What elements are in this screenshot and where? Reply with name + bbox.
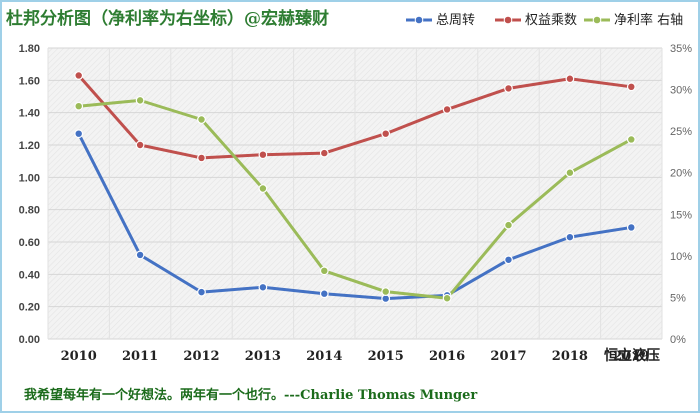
series-point-2 xyxy=(565,168,575,178)
left-tick-label: 1.20 xyxy=(19,140,40,152)
series-point-2 xyxy=(626,135,636,144)
series-point-0 xyxy=(626,223,636,232)
quote-caption: 我希望每年有一个好想法。两年有一个也行。---Charlie Thomas Mu… xyxy=(24,387,477,403)
series-point-1 xyxy=(197,153,206,163)
series-point-2 xyxy=(197,115,206,124)
right-tick-label: 5% xyxy=(670,292,686,304)
series-point-0 xyxy=(135,250,145,260)
corner-label: 恒立液压 xyxy=(604,347,660,364)
series-point-2 xyxy=(504,220,513,230)
series-point-1 xyxy=(74,71,84,80)
series-point-2 xyxy=(135,95,145,105)
x-tick-label: 2011 xyxy=(122,349,158,364)
series-line-2 xyxy=(78,98,633,300)
series-point-0 xyxy=(504,255,513,265)
x-tick-label: 2013 xyxy=(245,349,281,364)
legend-marker-1 xyxy=(503,15,513,25)
legend-label-0: 总周转 xyxy=(436,13,475,28)
left-tick-label: 0.40 xyxy=(19,269,40,281)
series-point-2 xyxy=(381,287,391,297)
series-point-1 xyxy=(319,148,329,158)
left-tick-label: 1.00 xyxy=(19,172,40,184)
series-point-1 xyxy=(565,74,575,84)
legend-label-2: 净利率 右轴 xyxy=(614,12,683,28)
series-point-2 xyxy=(442,293,452,303)
series-point-1 xyxy=(442,105,452,114)
right-axis-ticks: 0% 5% 10% 15% 20% 25% 30% 35% xyxy=(670,43,692,346)
series-point-0 xyxy=(74,129,84,139)
series-line-0 xyxy=(77,133,632,301)
series-point-0 xyxy=(258,282,268,292)
right-tick-label: 15% xyxy=(670,209,692,221)
left-tick-label: 0.80 xyxy=(19,205,40,217)
left-tick-label: 1.80 xyxy=(19,43,40,55)
series-point-0 xyxy=(197,287,206,297)
series-point-1 xyxy=(381,129,391,139)
left-tick-label: 0.00 xyxy=(19,334,40,346)
x-tick-label: 2018 xyxy=(552,349,588,364)
x-tick-label: 2014 xyxy=(306,349,342,364)
series-layer xyxy=(74,71,636,303)
right-tick-label: 25% xyxy=(670,126,692,138)
series-point-1 xyxy=(504,84,513,93)
series-line-1 xyxy=(77,74,632,160)
x-tick-label: 2019 xyxy=(613,349,649,364)
chart-title: 杜邦分析图（净利率为右坐标）@宏赫臻财 xyxy=(6,8,329,29)
legend-label-1: 权益乘数 xyxy=(525,12,577,28)
series-point-0 xyxy=(319,289,329,299)
x-axis-ticks: 2010 2011 2012 2013 2014 2015 2016 2017 2018 2019 xyxy=(61,349,650,364)
right-tick-label: 0% xyxy=(670,334,686,346)
series-point-2 xyxy=(319,266,329,276)
legend: 总周转 权益乘数 净利率 右轴 xyxy=(406,12,683,28)
x-tick-label: 2017 xyxy=(490,349,526,364)
right-tick-label: 30% xyxy=(670,85,692,97)
series-point-1 xyxy=(258,150,268,160)
series-point-2 xyxy=(258,184,268,193)
legend-marker-0 xyxy=(414,15,424,25)
left-tick-label: 0.60 xyxy=(19,237,40,249)
x-tick-label: 2012 xyxy=(183,349,219,364)
x-tick-label: 2016 xyxy=(429,349,465,364)
series-point-1 xyxy=(135,140,145,150)
right-tick-label: 20% xyxy=(670,168,692,180)
left-tick-label: 1.40 xyxy=(19,108,40,120)
series-point-2 xyxy=(74,101,84,111)
series-point-1 xyxy=(626,82,636,92)
left-axis-ticks: 0.00 0.20 0.40 0.60 0.80 1.00 1.20 1.40 1.60 1.80 xyxy=(19,43,40,346)
x-tick-label: 2010 xyxy=(61,349,97,364)
left-tick-label: 0.20 xyxy=(19,302,40,314)
x-tick-label: 2015 xyxy=(368,349,404,364)
right-tick-label: 35% xyxy=(670,43,692,55)
legend-marker-2 xyxy=(592,15,602,25)
left-tick-label: 1.60 xyxy=(19,75,40,87)
right-tick-label: 10% xyxy=(670,251,692,263)
series-point-0 xyxy=(565,232,575,242)
